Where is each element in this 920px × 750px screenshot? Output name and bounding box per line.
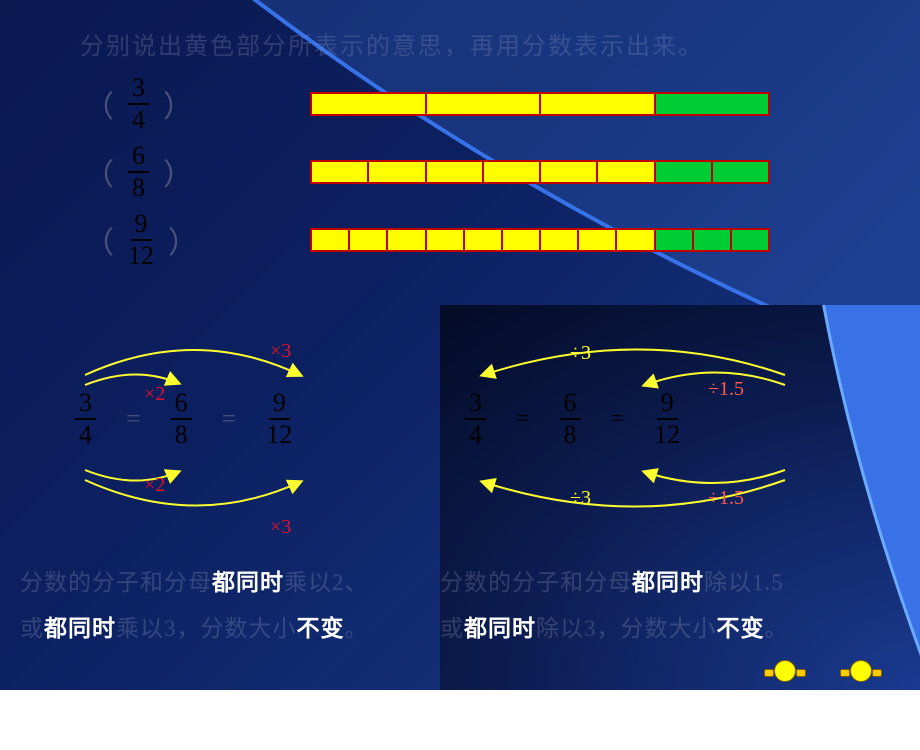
fraction-row: （ 9 12 ） [80,206,202,274]
bar-segment [503,230,541,250]
operation-label: ×3 [270,340,291,363]
bar-segment [312,94,427,114]
fraction-3-4: 3 4 [128,75,149,133]
operation-label: ×3 [270,516,291,539]
bar-segment [694,230,732,250]
bar-segment [312,162,369,182]
bar-segment [541,162,598,182]
bar-segment [541,94,656,114]
fraction: 9 12 [266,390,292,448]
bar-segment [427,94,542,114]
equals-sign: = [222,404,237,434]
equals-sign: = [611,406,625,433]
paren-left: （ [80,218,118,262]
bar-segment [656,162,713,182]
fraction-9-12: 9 12 [128,211,154,269]
operation-label: ÷1.5 [708,378,744,401]
smiley-icon[interactable] [846,660,876,686]
bar-segment [465,230,503,250]
bar-segment [350,230,388,250]
fraction: 3 4 [465,390,486,448]
bar-segment [732,230,768,250]
bar-segment [427,230,465,250]
operation-label: ×2 [144,474,165,497]
equals-sign: = [126,404,141,434]
bar-segment [656,230,694,250]
smiley-icon[interactable] [770,660,800,686]
fraction: 3 4 [75,390,96,448]
equation-multiply: 3 4 = 6 8 = 9 12 [65,390,302,448]
paren-right: ） [159,82,197,126]
paren-right: ） [164,218,202,262]
paren-right: ） [159,150,197,194]
fraction-6-8: 6 8 [128,143,149,201]
paren-left: （ [80,150,118,194]
bar-segment [541,230,579,250]
bottom-text-right: 分数的分子和分母都同时除以1.5 或都同时除以3，分数大小不变。 [440,560,789,652]
fraction-bar [310,228,770,252]
bar-segment [427,162,484,182]
fraction-row: （ 3 4 ） [80,70,202,138]
bar-segment [713,162,768,182]
bottom-text-left: 分数的分子和分母都同时乘以2、 或都同时乘以3，分数大小不变。 [20,560,369,652]
bar-segment [598,162,655,182]
paren-left: （ [80,82,118,126]
bar-segment [579,230,617,250]
operation-label: ÷1.5 [708,487,744,510]
fraction-bar [310,160,770,184]
operation-label: ÷3 [570,342,591,365]
bar-segment [656,94,769,114]
bar-segment [312,230,350,250]
page-title: 分别说出黄色部分所表示的意思，再用分数表示出来。 [80,26,704,61]
bar-segment [484,162,541,182]
smiley-icons [770,660,876,686]
operation-label: ×2 [144,383,165,406]
bar-segment [369,162,426,182]
fraction-bar [310,92,770,116]
fraction: 6 8 [171,390,192,448]
fraction-bars [310,92,770,296]
fraction-row: （ 6 8 ） [80,138,202,206]
bar-segment [617,230,655,250]
equation-divide: 3 4 = 6 8 = 9 12 [455,390,690,448]
fractions-list: （ 3 4 ） （ 6 8 ） （ 9 12 ） [80,70,202,274]
bar-segment [388,230,426,250]
equals-sign: = [516,406,530,433]
operation-label: ÷3 [570,487,591,510]
fraction: 6 8 [560,390,581,448]
fraction: 9 12 [654,390,680,448]
